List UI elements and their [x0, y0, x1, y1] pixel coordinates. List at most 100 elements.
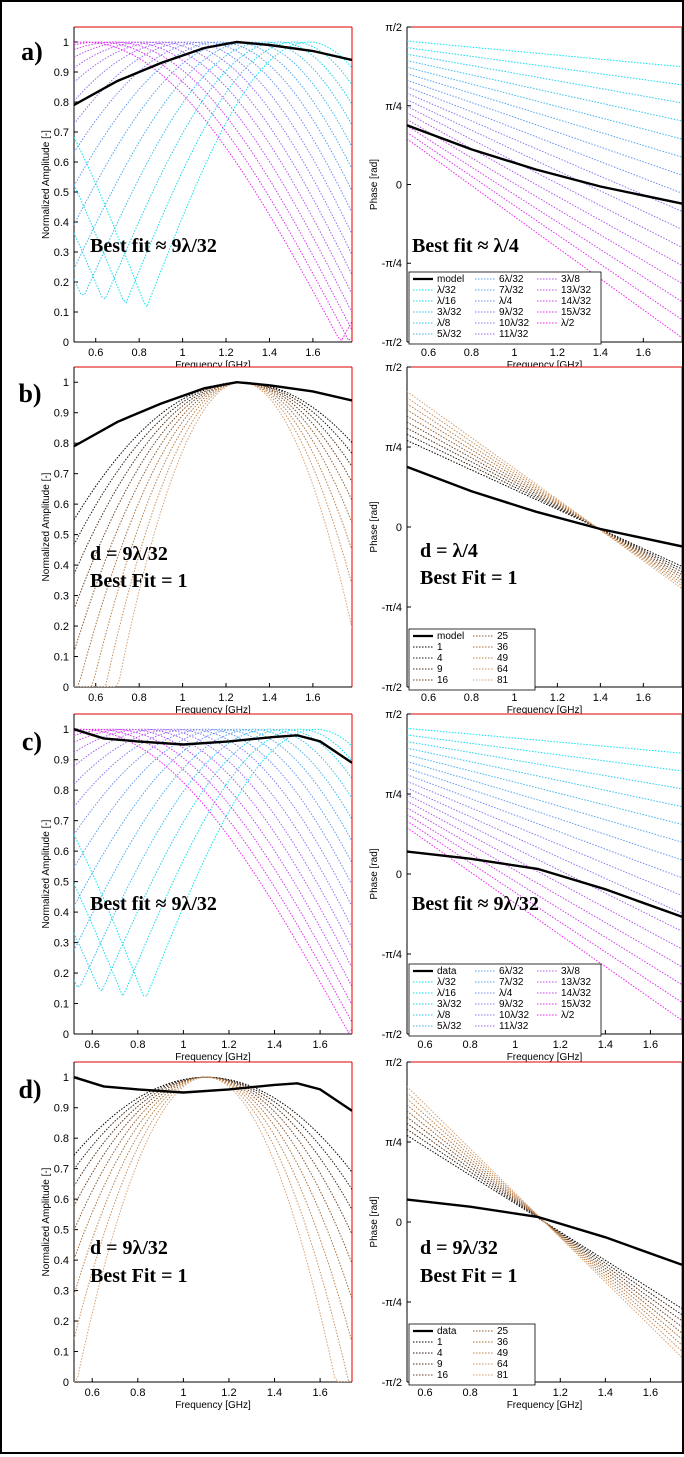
lambda-phase-curve: [407, 767, 682, 861]
legend-entry: 13λ/32: [561, 977, 591, 988]
legend-entry: 16: [437, 1370, 449, 1381]
lambda-curve: [74, 728, 352, 868]
x-tick-label: 1: [512, 1387, 518, 1399]
annotation: d = 9λ/32: [420, 1237, 498, 1259]
legend-entry: λ/2: [561, 318, 575, 329]
lambda-phase-curve: [407, 47, 682, 86]
order-phase-curve: [407, 391, 682, 590]
order-phase-curve: [407, 433, 682, 570]
lambda-curve: [74, 41, 352, 225]
y-tick-label: 0.8: [54, 438, 69, 450]
lambda-curve: [74, 41, 352, 214]
series-data: [74, 1076, 352, 1112]
lambda-phase-curve: [407, 747, 682, 808]
x-tick-label: 1.4: [267, 1039, 282, 1051]
lambda-curve: [74, 41, 352, 295]
y-tick-label: 0: [63, 1029, 69, 1041]
curves: [407, 1086, 682, 1358]
x-tick-label: 1.2: [550, 347, 565, 359]
x-tick-label: 0.8: [462, 1039, 477, 1051]
legend-entry: 6λ/32: [499, 274, 524, 285]
legend-entry: model: [437, 274, 464, 285]
lambda-curve: [74, 728, 352, 992]
x-tick-label: 0.8: [130, 1387, 145, 1399]
legend-entry: 64: [497, 664, 509, 675]
x-tick-label: 1: [180, 1039, 186, 1051]
series-model: [407, 124, 682, 205]
legend-entry: 11λ/32: [499, 1021, 529, 1032]
legend-entry: 9: [437, 1359, 443, 1370]
legend-entry: data: [437, 966, 457, 977]
x-tick-label: 1.6: [636, 347, 651, 359]
legend-box: [408, 271, 602, 345]
legend-entry: 10λ/32: [499, 1010, 529, 1021]
lambda-curve: [74, 728, 352, 907]
lambda-curve: [74, 728, 352, 1006]
legend-entry: 3λ/8: [561, 966, 580, 977]
legend-entry: 14λ/32: [561, 296, 591, 307]
y-tick-label: 0.4: [54, 560, 69, 572]
legend-entry: λ/2: [561, 1010, 575, 1021]
legend-entry: 49: [497, 1348, 509, 1359]
order-phase-curve: [407, 1086, 682, 1358]
legend-entry: 36: [497, 1337, 509, 1348]
legend-entry: 9λ/32: [499, 307, 524, 318]
legend-entry: model: [437, 631, 464, 642]
annotation: Best fit ≈ λ/4: [412, 235, 519, 257]
legend-box: [408, 628, 536, 691]
lambda-phase-curve: [407, 794, 682, 932]
chart-b-phase: 0.6 0.8 1 1.2 1.4 1.6 -π/2 -π/4 0 π/4 π/2 Frequency…: [369, 362, 683, 716]
legend-entry: 9λ/32: [499, 999, 524, 1010]
series-data: [74, 728, 352, 764]
y-tick-label: π/2: [385, 22, 402, 34]
y-tick-label: 0.7: [54, 816, 69, 828]
annotation: Best Fit = 1: [90, 1265, 188, 1287]
legend-entry: 13λ/32: [561, 285, 591, 296]
legend-entry: λ/32: [437, 285, 456, 296]
y-tick-label: 0: [63, 1377, 69, 1389]
row-label: d): [18, 1075, 41, 1104]
legend-entry: λ/8: [437, 1010, 451, 1021]
lambda-phase-curve: [407, 66, 682, 140]
y-tick-label: 0.4: [54, 1255, 69, 1267]
x-tick-label: 1.2: [550, 692, 565, 704]
lambda-curve: [74, 41, 352, 304]
lambda-phase-curve: [407, 774, 682, 879]
legend-entry: λ/8: [437, 318, 451, 329]
y-tick-label: 0.2: [54, 621, 69, 633]
legend-entry: λ/4: [499, 296, 513, 307]
x-tick-label: 0.6: [88, 692, 103, 704]
x-tick-label: 0.8: [132, 347, 147, 359]
y-tick-label: 0.8: [54, 97, 69, 109]
series-model: [74, 380, 352, 448]
order-phase-curve: [407, 427, 682, 573]
order-curve: [74, 381, 352, 687]
x-tick-label: 0.8: [464, 347, 479, 359]
y-tick-label: π/4: [385, 442, 402, 454]
x-tick-label: 1.4: [262, 347, 277, 359]
lambda-curve: [74, 728, 352, 968]
y-tick-label: 0.9: [54, 755, 69, 767]
lambda-curve: [74, 41, 352, 313]
y-tick-label: 0.1: [54, 307, 69, 319]
y-axis-label: Phase [rad]: [369, 848, 380, 899]
y-tick-label: 0.9: [54, 1103, 69, 1115]
curves: [74, 1076, 352, 1382]
y-tick-label: -π/2: [382, 682, 402, 694]
curves: [407, 727, 682, 1021]
order-curve: [74, 1076, 352, 1235]
y-tick-label: π/2: [385, 709, 402, 721]
y-tick-label: -π/2: [382, 1029, 402, 1041]
x-tick-label: 1: [180, 347, 186, 359]
lambda-phase-curve: [407, 125, 682, 303]
lambda-curve: [74, 728, 352, 928]
y-tick-label: 0.6: [54, 499, 69, 511]
y-axis-label: Phase [rad]: [369, 1196, 380, 1247]
y-tick-label: 1: [63, 724, 69, 736]
curves: [407, 40, 682, 339]
y-tick-label: 0: [396, 1217, 402, 1229]
